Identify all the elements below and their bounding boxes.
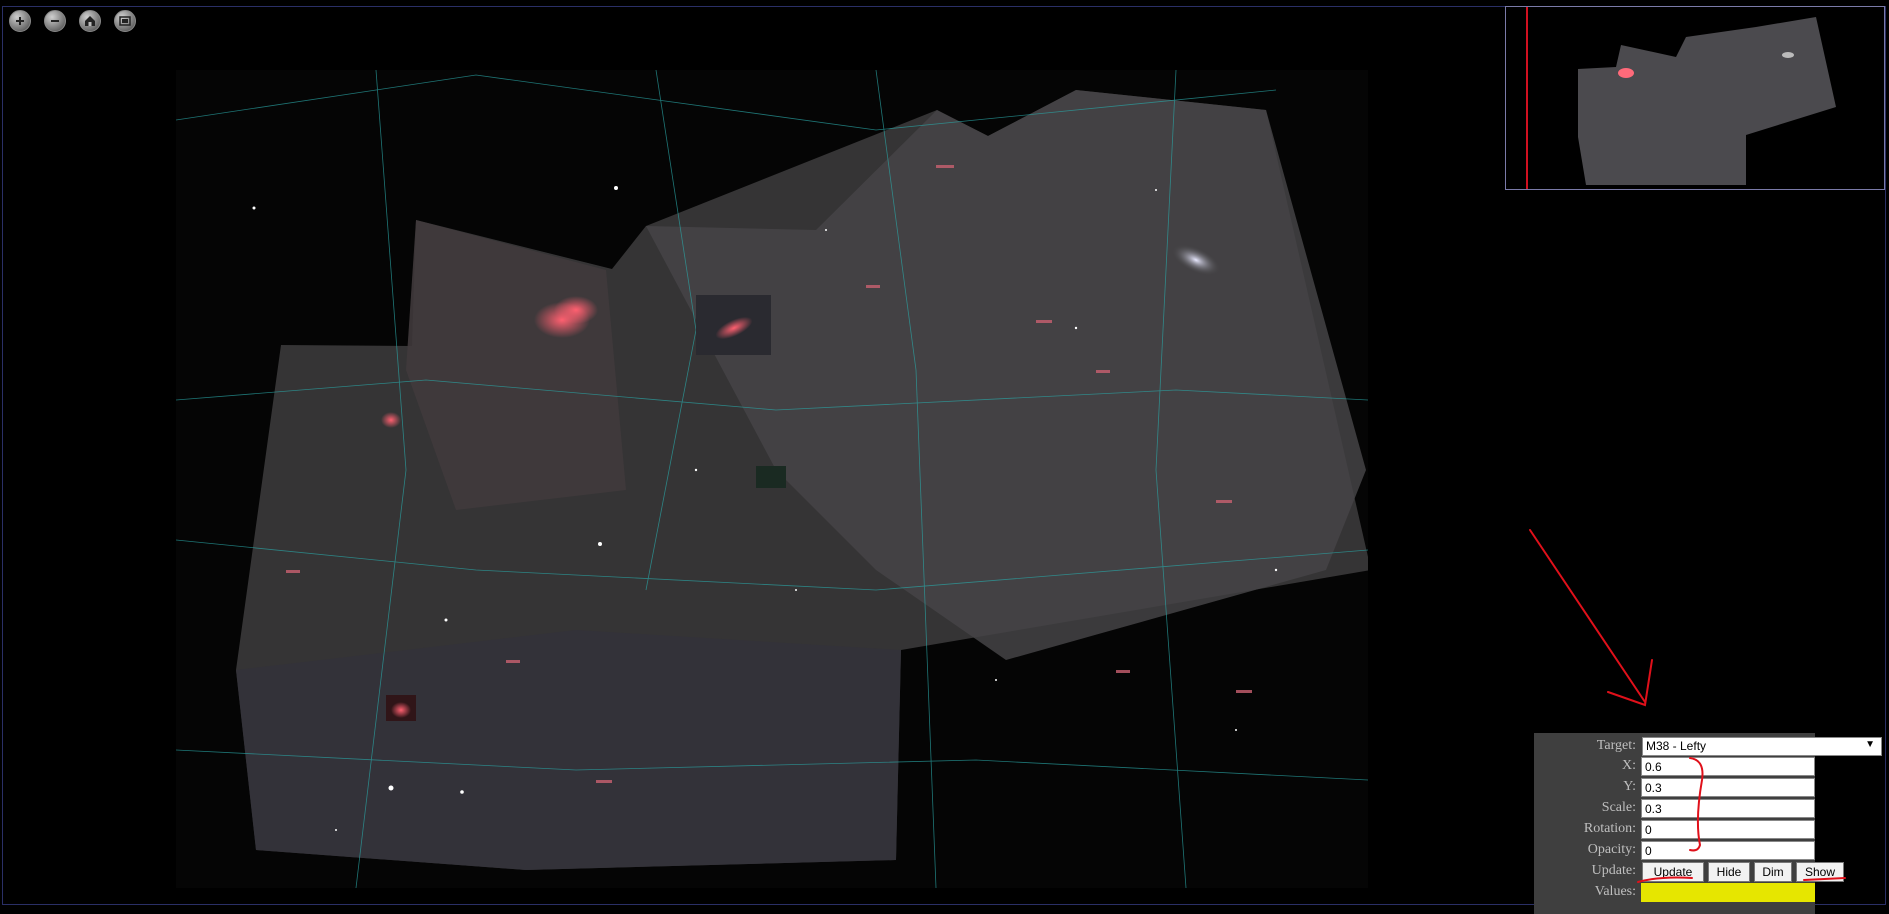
dim-button[interactable]: Dim [1754, 862, 1792, 882]
y-label: Y: [1623, 779, 1636, 794]
target-select-value: M38 - Lefty [1646, 739, 1707, 753]
navigator-overview[interactable] [1505, 6, 1885, 190]
zoom-in-button[interactable] [9, 10, 31, 32]
target-select[interactable]: M38 - Lefty ▼ [1642, 737, 1882, 756]
x-input[interactable] [1641, 757, 1815, 776]
y-input[interactable] [1641, 778, 1815, 797]
values-label: Values: [1594, 884, 1636, 899]
fullscreen-button[interactable] [114, 10, 136, 32]
zoom-out-button[interactable] [44, 10, 66, 32]
rotation-row: Rotation: [1534, 820, 1815, 840]
fullscreen-icon [119, 16, 131, 26]
values-row: Values: [1534, 883, 1815, 903]
navigator-thumbnail [1578, 17, 1836, 185]
y-row: Y: [1534, 778, 1815, 798]
x-label: X: [1622, 758, 1636, 773]
overlay-control-panel: Target: X: Y: Scale: Rotation: Opacity: … [1534, 733, 1844, 914]
x-row: X: [1534, 757, 1815, 777]
scale-row: Scale: [1534, 799, 1815, 819]
image-viewer[interactable] [2, 6, 1886, 905]
hide-button[interactable]: Hide [1708, 862, 1750, 882]
show-button[interactable]: Show [1796, 862, 1844, 882]
target-label: Target: [1596, 738, 1636, 753]
sky-mosaic-image[interactable] [176, 70, 1368, 888]
home-button[interactable] [79, 10, 101, 32]
opacity-row: Opacity: [1534, 841, 1815, 861]
rotation-input[interactable] [1641, 820, 1815, 839]
scale-input[interactable] [1641, 799, 1815, 818]
plus-icon [16, 17, 24, 25]
update-button[interactable]: Update [1642, 862, 1704, 882]
values-output [1641, 883, 1815, 902]
opacity-input[interactable] [1641, 841, 1815, 860]
opacity-label: Opacity: [1587, 842, 1636, 857]
scale-label: Scale: [1601, 800, 1636, 815]
viewport-indicator [1526, 7, 1528, 189]
target-row: Target: [1534, 737, 1815, 757]
update-row: Update: Update Hide Dim Show [1534, 862, 1844, 882]
minus-icon [51, 20, 59, 22]
home-icon [85, 16, 95, 26]
chevron-down-icon: ▼ [1865, 739, 1875, 750]
update-label: Update: [1591, 863, 1636, 878]
rotation-label: Rotation: [1583, 821, 1636, 836]
